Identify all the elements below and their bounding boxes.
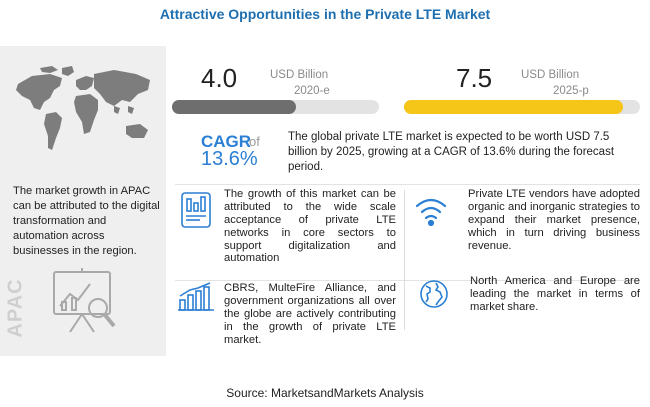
bar-2025 <box>404 100 640 114</box>
bar-2020-fill <box>172 100 297 114</box>
cagr-of: of <box>249 134 260 149</box>
unit-2025: USD Billion <box>521 69 580 81</box>
period-2025: 2025-p <box>553 85 589 97</box>
bar-2025-fill <box>404 100 624 114</box>
point-text: North America and Europe are leading the… <box>470 275 640 313</box>
bar-2020 <box>172 100 379 114</box>
globe-icon <box>418 278 450 310</box>
growth-chart-icon <box>176 282 216 312</box>
unit-2020: USD Billion <box>270 69 329 81</box>
divider <box>175 280 640 281</box>
value-2020: 4.0 <box>201 63 238 93</box>
analytics-board-icon <box>48 264 122 338</box>
value-2025: 7.5 <box>456 63 493 93</box>
chart-tablet-icon <box>176 190 216 230</box>
period-2020: 2020-e <box>294 85 330 97</box>
source-note: Source: MarketsandMarkets Analysis <box>226 386 424 400</box>
point-text: Private LTE vendors have adopted organic… <box>468 188 640 252</box>
wifi-icon <box>412 192 450 230</box>
cagr-value: 13.6% <box>201 148 258 170</box>
page-title: Attractive Opportunities in the Private … <box>159 6 491 22</box>
region-label: APAC <box>4 278 27 338</box>
divider <box>404 190 405 330</box>
point-text: CBRS, MulteFire Alliance, and government… <box>224 282 396 346</box>
point-text: The growth of this market can be attribu… <box>224 188 396 265</box>
market-summary: The global private LTE market is expecte… <box>288 131 615 173</box>
world-map-icon <box>10 62 160 162</box>
apac-description: The market growth in APAC can be attribu… <box>13 185 160 258</box>
divider <box>175 184 640 185</box>
cagr-label: CAGR <box>201 132 252 151</box>
